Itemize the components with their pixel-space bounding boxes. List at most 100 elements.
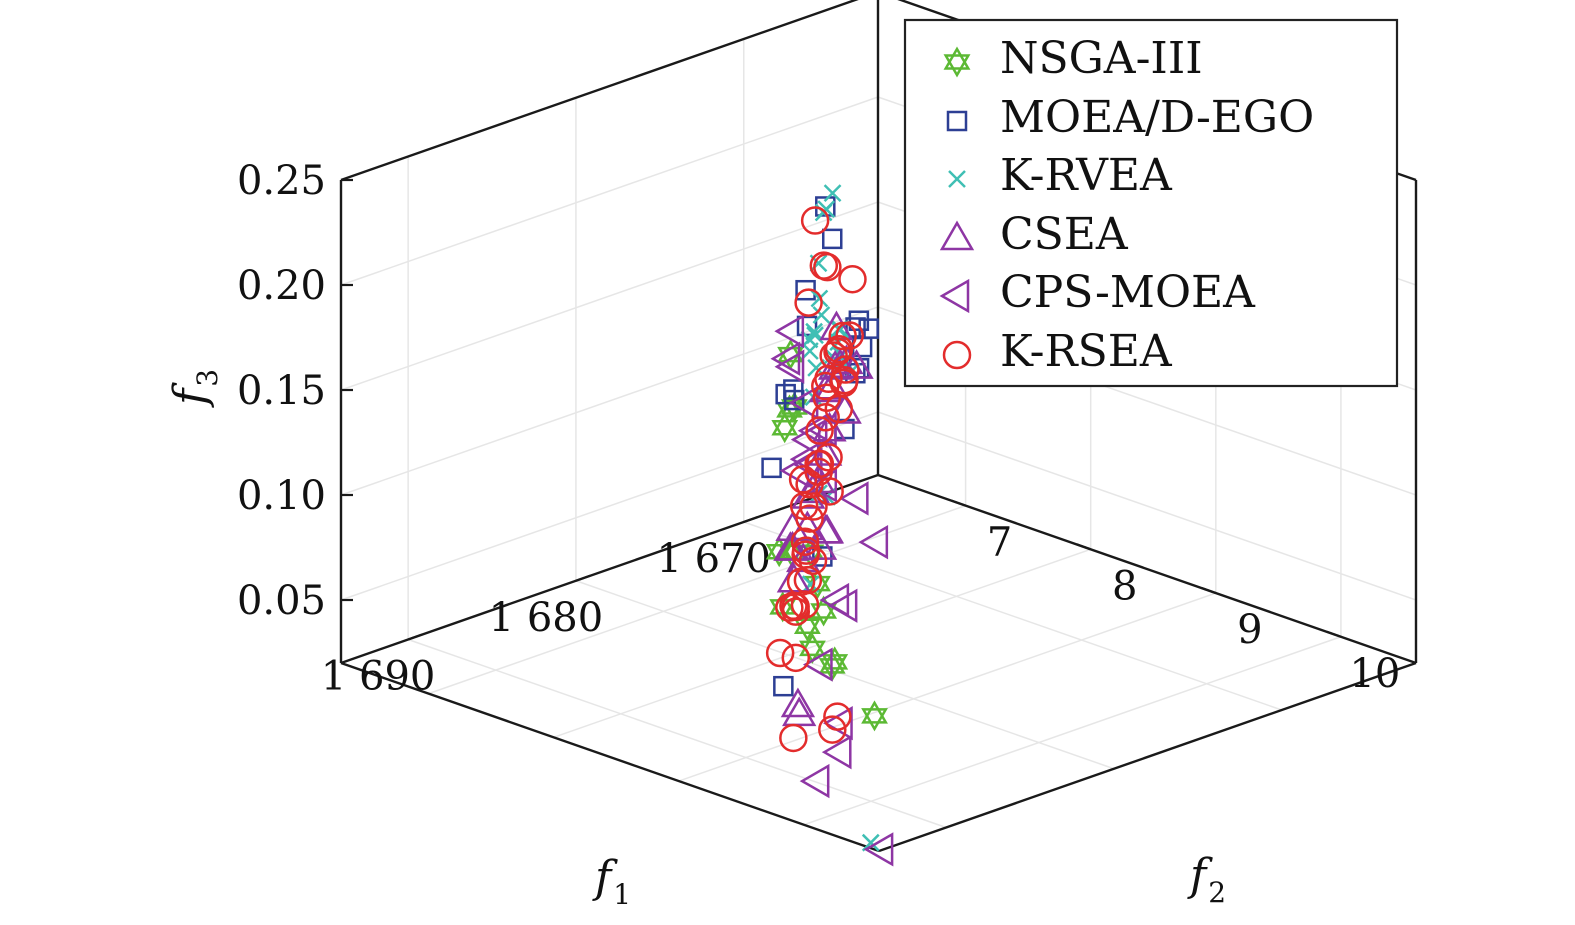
z-tick-label: 0.15 (237, 368, 326, 414)
y-axis-label: f2 (1187, 850, 1226, 909)
data-point (790, 590, 820, 619)
legend-item-k-rvea: K-RVEA (948, 150, 1173, 201)
x-tick-label: 1 680 (489, 595, 604, 641)
data-point (773, 531, 808, 561)
data-point (807, 468, 838, 503)
y-tick-label: 10 (1349, 651, 1400, 697)
data-point (783, 389, 805, 411)
axis-edge (878, 661, 1417, 853)
data-point (819, 341, 848, 370)
data-point (835, 321, 864, 350)
z-gridline (877, 411, 1417, 601)
legend-symbol (943, 46, 971, 78)
y-tick-label: 7 (987, 520, 1012, 566)
legend-marker-triangle-left-icon (939, 278, 970, 314)
data-point (802, 530, 838, 560)
axis-edge (340, 473, 879, 665)
x-tick-label: 1 670 (656, 536, 771, 582)
data-point (813, 252, 842, 282)
data-point (812, 383, 842, 412)
z-tick-label: 0.10 (237, 473, 326, 519)
legend-marker-triangle-up-icon (939, 220, 975, 251)
data-point (805, 416, 834, 445)
data-point (774, 314, 805, 349)
data-point (809, 513, 845, 544)
z-gridline (340, 96, 879, 286)
data-point (838, 264, 867, 294)
data-point (779, 723, 808, 753)
data-point (802, 647, 833, 682)
y-tick-label: 8 (1112, 563, 1137, 609)
legend-marker-square-icon (946, 110, 968, 132)
data-point (863, 832, 894, 867)
y-gridline (428, 504, 966, 695)
data-point (830, 365, 859, 395)
data-point (799, 492, 828, 521)
legend-box (903, 18, 1399, 388)
y-tick (951, 499, 966, 507)
legend-item-cps-moea: CPS-MOEA (939, 267, 1256, 318)
legend-symbol (939, 220, 975, 251)
data-point (800, 206, 830, 235)
y-gridline (678, 592, 1217, 782)
y-tick (1076, 543, 1092, 551)
data-point (823, 702, 852, 731)
data-point (799, 763, 830, 799)
data-point (765, 638, 795, 668)
legend-symbol (948, 170, 966, 188)
x-gridline (407, 638, 947, 829)
data-point (782, 696, 817, 727)
data-point (810, 289, 829, 308)
legend-marker-x-icon (948, 170, 966, 188)
data-point (822, 228, 843, 250)
x-tick-label: 1 690 (321, 654, 436, 700)
data-point (812, 306, 831, 324)
y-tick-label: 9 (1237, 607, 1262, 653)
data-point (796, 315, 818, 337)
y-gridline (803, 636, 1342, 826)
data-point (821, 646, 849, 678)
x-gridline (743, 521, 1282, 711)
legend-symbol (946, 110, 968, 132)
data-point (780, 687, 816, 718)
legend-item-nsga-iii: NSGA-III (943, 33, 1203, 84)
data-point (789, 491, 819, 521)
data-point (790, 527, 820, 556)
data-point (771, 412, 799, 444)
data-point (827, 588, 858, 623)
x-axis-label: f1 (592, 852, 631, 911)
z-gridline (340, 201, 879, 391)
data-point (861, 700, 888, 732)
data-point (814, 443, 843, 472)
data-point (821, 735, 852, 770)
data-points (761, 184, 894, 867)
legend-label: K-RSEA (1000, 326, 1173, 377)
data-point (800, 330, 819, 349)
legend-marker-circle-icon (942, 340, 972, 370)
legend-label: CSEA (1000, 209, 1129, 260)
y-tick (1201, 587, 1217, 595)
data-point (770, 341, 801, 376)
data-point (781, 643, 811, 673)
axis-edge (340, 661, 880, 853)
legend-label: CPS-MOEA (1000, 267, 1256, 318)
x-tick (407, 633, 423, 641)
data-point (788, 385, 819, 420)
data-point (774, 349, 805, 384)
x-gridline (575, 580, 1115, 770)
data-point (823, 184, 842, 202)
data-point (828, 321, 857, 351)
data-point (761, 457, 782, 479)
data-point (838, 481, 869, 516)
data-point (848, 310, 870, 331)
z-gridline (340, 411, 879, 601)
axis-labels: f1 f2 f3 (165, 369, 1226, 911)
axis-edge (340, 0, 859, 182)
legend-item-csea: CSEA (939, 209, 1129, 260)
z-tick-label: 0.05 (237, 578, 326, 624)
z-tick-label: 0.20 (237, 263, 326, 309)
tick-labels: 0.05 0.10 0.15 0.20 0.25 1 670 1 680 1 690 7 8 9 10 (237, 158, 1400, 700)
legend-marker-hexagram-icon (943, 46, 971, 78)
z-axis-label: f3 (165, 369, 224, 408)
